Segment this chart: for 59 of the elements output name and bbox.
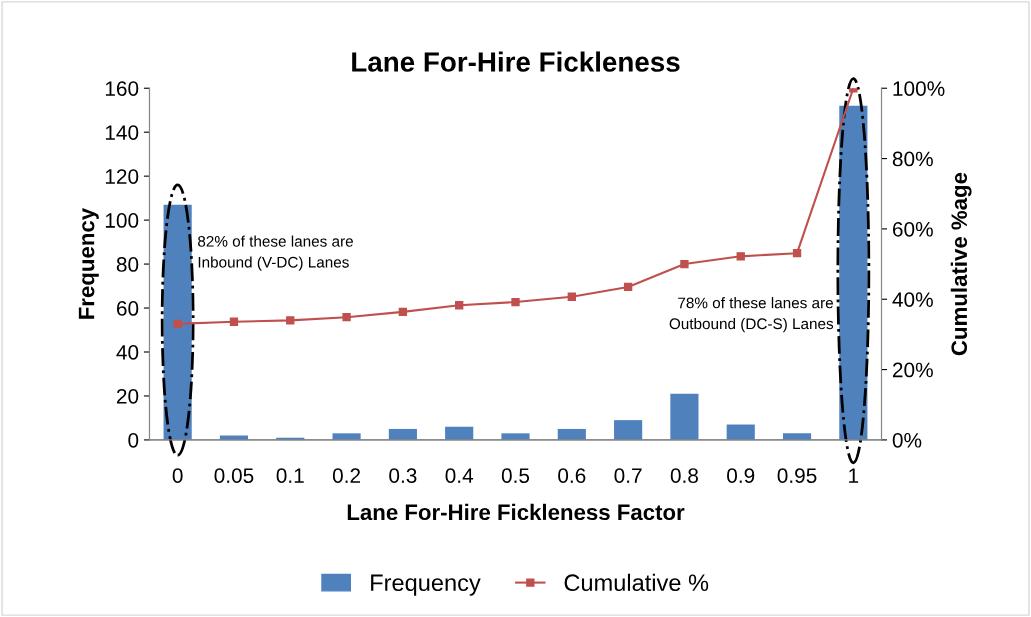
annotation: 78% of these lanes are Outbound (DC-S) Lanes (669, 297, 834, 333)
y-axis-title: Frequency (78, 208, 99, 319)
annotation: 82% of these lanes are Inbound (V-DC) Lanes (198, 235, 353, 271)
bar (557, 428, 586, 440)
y-tick-label: 0 (128, 432, 139, 448)
x-tick-label: 0.7 (614, 468, 642, 483)
x-tick-label: 0.1 (276, 468, 304, 483)
legend-label: Frequency (371, 574, 481, 596)
y2-tick-label: 40% (892, 292, 933, 307)
y2-tick-label: 100% (893, 81, 945, 96)
x-tick-label: 0.5 (501, 468, 530, 483)
x-axis-title: Lane For-Hire Fickleness Factor (347, 503, 685, 521)
x-tick-label: 0.6 (558, 468, 586, 483)
x-tick-label: 1 (849, 468, 859, 483)
point (173, 319, 182, 329)
y-tick-label: 100 (105, 213, 139, 228)
x-tick-label: 0.95 (777, 468, 817, 483)
bar (445, 426, 474, 440)
x-tick-label: 0.05 (214, 468, 254, 483)
y2-tick-label: 0% (892, 432, 922, 448)
bar (782, 433, 812, 440)
legend-label: Cumulative % (564, 573, 709, 592)
bar (388, 428, 417, 440)
y2-tick-label: 20% (892, 362, 933, 378)
bar (839, 105, 868, 440)
point (286, 316, 295, 325)
bar (670, 393, 699, 440)
y-tick-label: 20 (116, 388, 139, 404)
point (736, 252, 745, 261)
point (342, 313, 351, 322)
x-tick-label: 0.2 (332, 468, 361, 483)
point (511, 297, 520, 307)
y-tick-label: 140 (105, 125, 139, 140)
y2-tick-label: 60% (892, 221, 933, 237)
point (792, 249, 802, 258)
y2-axis-title: Cumulative %age (950, 172, 972, 356)
y-tick-label: 80 (116, 257, 139, 272)
bar (614, 420, 643, 440)
x-tick-label: 0.4 (445, 468, 474, 483)
point (398, 307, 408, 317)
y-tick-label: 40 (116, 345, 139, 360)
point (623, 282, 633, 292)
x-tick-label: 0.8 (670, 468, 698, 483)
y-tick-label: 60 (116, 301, 139, 316)
chart-title: Lane For-Hire Fickleness (352, 51, 680, 72)
point (455, 301, 464, 310)
bar (726, 424, 755, 440)
x-tick-label: 0.9 (727, 468, 755, 483)
x-tick-label: 0.3 (389, 468, 417, 483)
x-tick-label: 0 (172, 468, 183, 483)
bar (332, 433, 361, 440)
bar (163, 204, 192, 440)
bar (501, 433, 530, 440)
point (680, 259, 689, 269)
y-tick-label: 160 (105, 81, 139, 96)
y2-tick-label: 80% (892, 151, 933, 167)
point (567, 292, 576, 301)
y-tick-label: 120 (105, 169, 139, 184)
point (229, 317, 239, 326)
